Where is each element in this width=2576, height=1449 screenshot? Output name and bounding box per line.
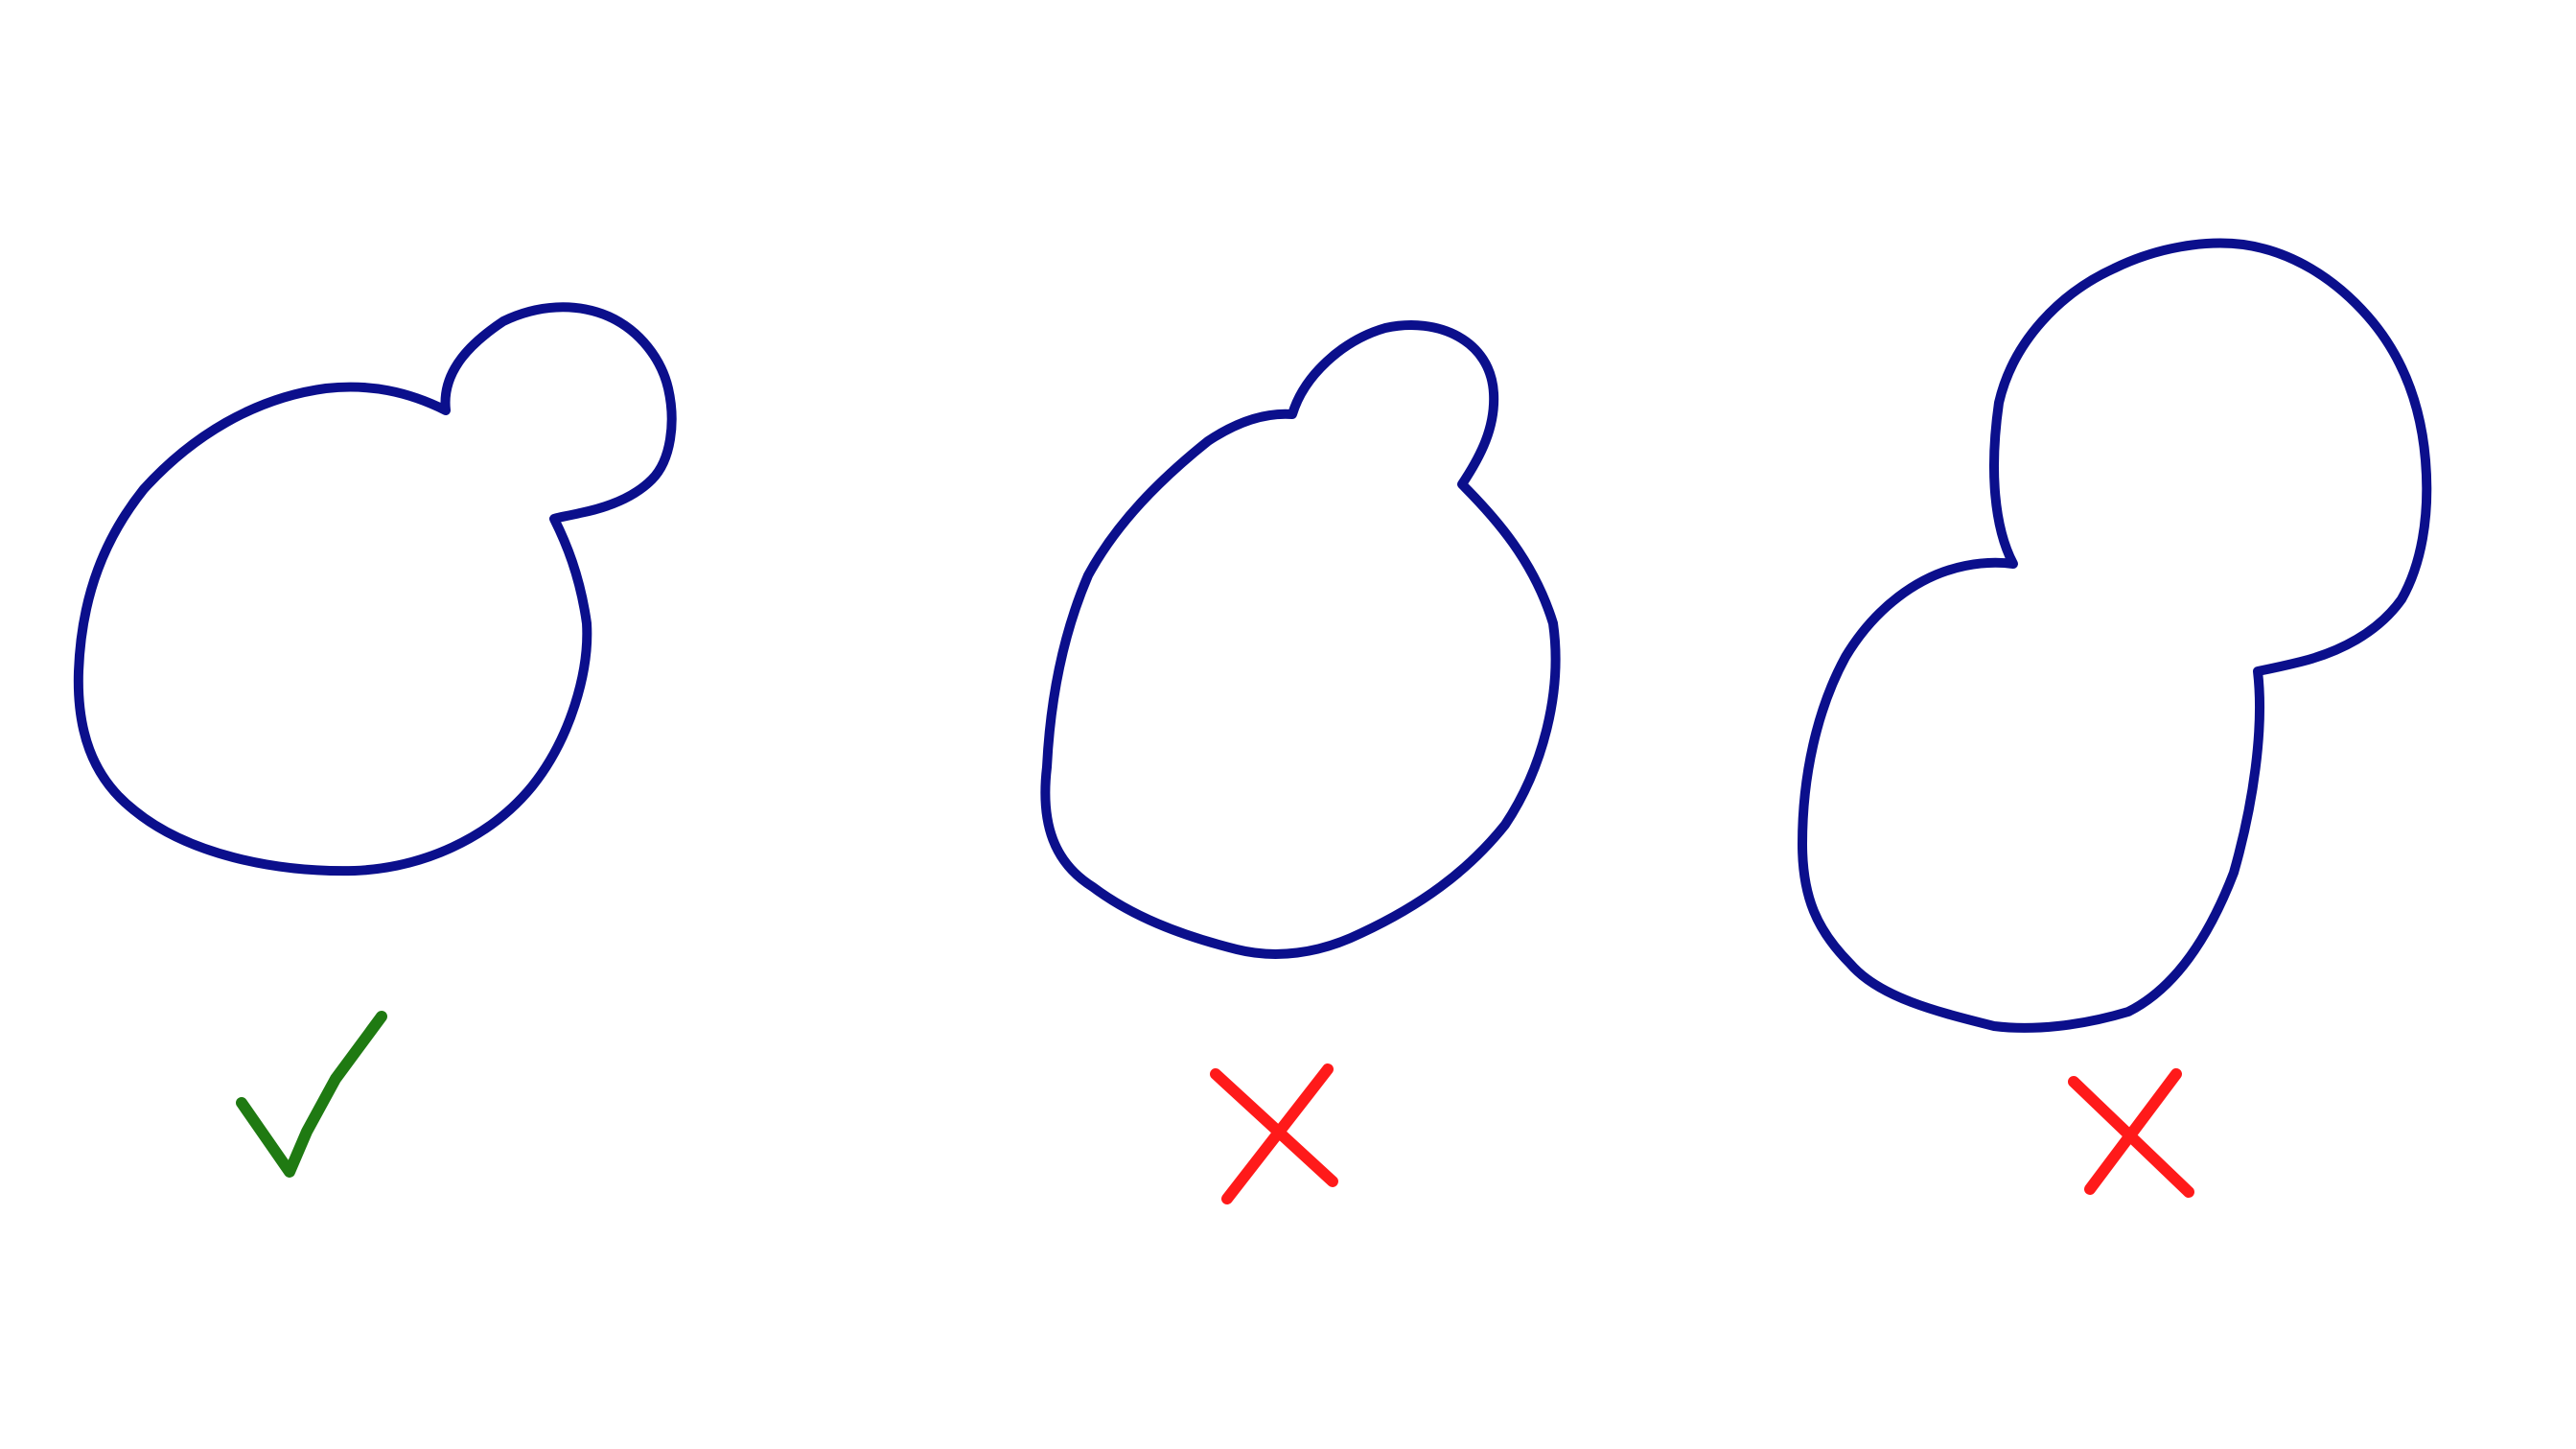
cross-icon	[2068, 1068, 2194, 1198]
checkmark-icon	[236, 1011, 387, 1178]
cell-outline-1	[73, 302, 677, 876]
panel-2	[1040, 320, 1561, 1204]
panel-1	[73, 302, 677, 1178]
cell-outline-2	[1040, 320, 1561, 959]
panel-3	[1798, 238, 2432, 1198]
cell-outline-3	[1798, 238, 2432, 1033]
cross-icon	[1210, 1063, 1338, 1204]
